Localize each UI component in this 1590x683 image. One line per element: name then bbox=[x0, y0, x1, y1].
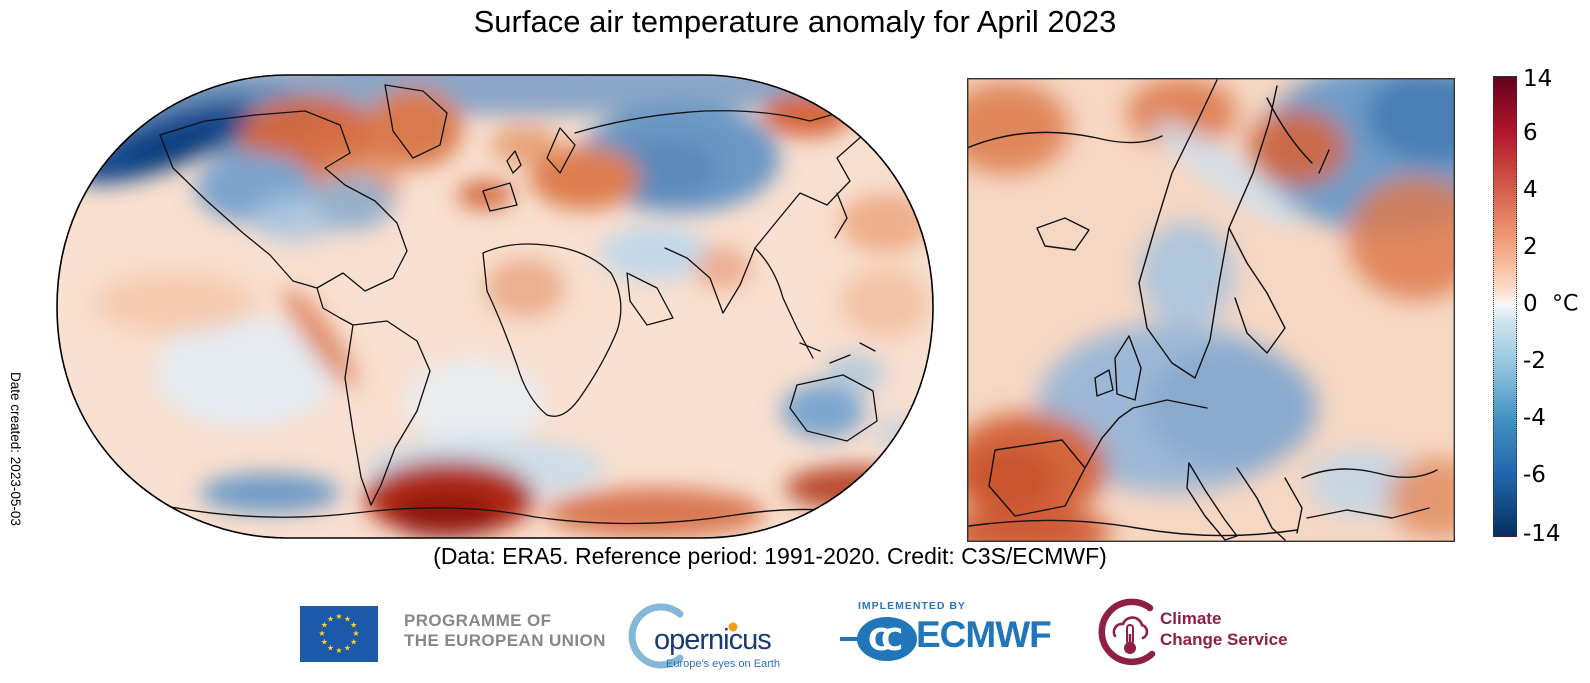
ecmwf-mark-icon: CC bbox=[840, 617, 917, 661]
colorbar-tick: -2 bbox=[1523, 348, 1546, 374]
svg-text:★: ★ bbox=[344, 644, 351, 653]
anomaly-field bbox=[75, 75, 930, 538]
colorbar-tick: 6 bbox=[1523, 120, 1538, 146]
svg-text:★: ★ bbox=[335, 646, 342, 655]
colorbar-tick: -4 bbox=[1523, 405, 1546, 431]
svg-text:★: ★ bbox=[327, 614, 334, 623]
svg-text:★: ★ bbox=[321, 638, 328, 647]
c3s-mark-icon bbox=[1098, 598, 1156, 666]
c3s-logo: Climate Change Service bbox=[1098, 594, 1308, 674]
eu-flag-icon: ★ ★★ ★★★ ★★★ ★★★ bbox=[300, 606, 378, 662]
colorbar-tick: 14 bbox=[1523, 66, 1553, 92]
svg-text:★: ★ bbox=[344, 614, 351, 623]
svg-text:★: ★ bbox=[350, 638, 357, 647]
c3s-line1: Climate bbox=[1160, 609, 1222, 628]
eu-programme-label: PROGRAMME OF THE EUROPEAN UNION bbox=[404, 611, 606, 651]
colorbar bbox=[1493, 76, 1517, 537]
figure-caption: (Data: ERA5. Reference period: 1991-2020… bbox=[433, 543, 1107, 569]
eu-programme-line1: PROGRAMME OF bbox=[404, 611, 552, 630]
colorbar-tick: -14 bbox=[1523, 521, 1561, 547]
implemented-by-label: IMPLEMENTED BY bbox=[858, 600, 966, 612]
c3s-line2: Change Service bbox=[1160, 630, 1288, 649]
svg-text:★: ★ bbox=[335, 612, 342, 621]
coastlines bbox=[149, 84, 918, 526]
svg-text:★: ★ bbox=[318, 629, 325, 638]
copernicus-wordmark: opernicus bbox=[654, 624, 771, 656]
colorbar-tick: 0 bbox=[1523, 291, 1538, 317]
ecmwf-logo: IMPLEMENTED BY CC ECMWF bbox=[840, 600, 1100, 670]
map-border bbox=[967, 78, 1455, 542]
colorbar-tick: -6 bbox=[1523, 462, 1546, 488]
svg-text:★: ★ bbox=[352, 629, 359, 638]
copernicus-logo-icon: opernicus Europe's eyes on Earth bbox=[628, 603, 780, 670]
map-border bbox=[56, 74, 934, 539]
colorbar-tick: 4 bbox=[1523, 177, 1538, 203]
colorbar-ticks: 14 6 4 2 0 -2 -4 -6 -14 bbox=[1523, 66, 1583, 547]
svg-text:★: ★ bbox=[327, 644, 334, 653]
ecmwf-wordmark: ECMWF bbox=[916, 614, 1052, 655]
svg-text:★: ★ bbox=[321, 621, 328, 630]
c3s-label: Climate Change Service bbox=[1160, 608, 1288, 650]
figure-title: Surface air temperature anomaly for Apri… bbox=[473, 4, 1117, 39]
date-created-label: Date created: 2023-05-03 bbox=[8, 372, 23, 526]
coastlines bbox=[967, 79, 1438, 541]
global-anomaly-map bbox=[56, 74, 934, 539]
colorbar-tick: 2 bbox=[1523, 234, 1538, 260]
eu-programme-line2: THE EUROPEAN UNION bbox=[404, 631, 606, 650]
colorbar-unit-label: °C bbox=[1552, 291, 1579, 317]
footer-logos: ★ ★ ★ ★ ★ ★ ★ ★ ★ ★ ★ ★ PROGRAMME OF THE EUROPEA… bbox=[0, 585, 1590, 683]
europe-anomaly-map bbox=[967, 78, 1455, 542]
svg-text:★: ★ bbox=[350, 621, 357, 630]
copernicus-tagline: Europe's eyes on Earth bbox=[666, 658, 780, 670]
